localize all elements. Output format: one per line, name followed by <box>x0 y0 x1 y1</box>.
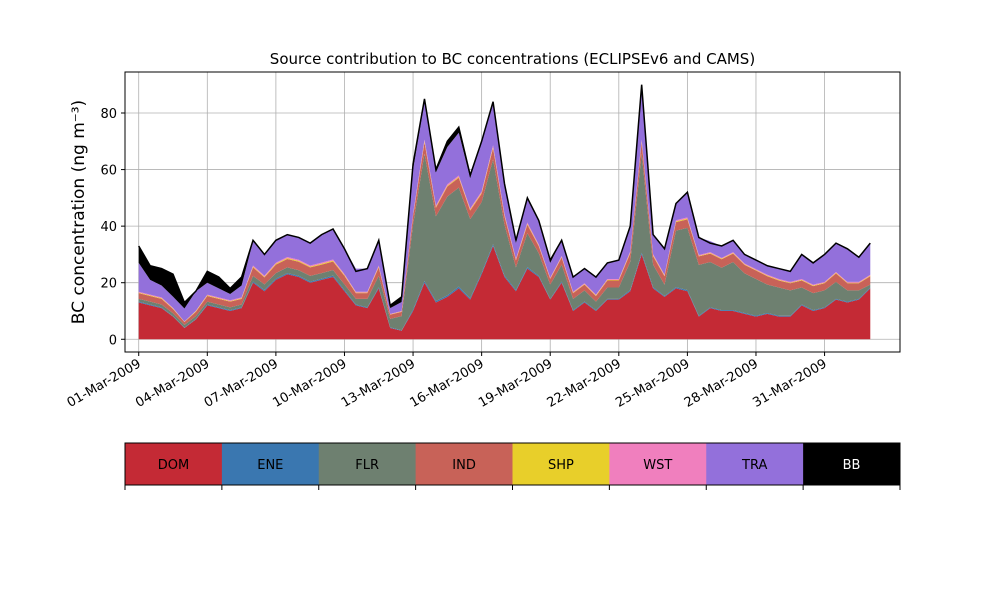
x-tick-label: 16-Mar-2009 <box>408 356 487 410</box>
y-tick-label: 80 <box>100 107 117 122</box>
legend-label-dom: DOM <box>158 458 189 473</box>
legend-swatch-wst <box>609 443 707 485</box>
x-tick-label: 04-Mar-2009 <box>133 356 212 410</box>
y-axis-label: BC concentration (ng m⁻³) <box>69 100 89 324</box>
legend-swatch-flr <box>318 443 417 485</box>
legend-label-ene: ENE <box>257 458 283 473</box>
legend-swatch-tra <box>706 443 804 485</box>
y-tick-label: 60 <box>100 164 117 179</box>
total-line <box>138 84 871 307</box>
legend-label-wst: WST <box>643 458 672 473</box>
legend-label-flr: FLR <box>355 458 379 473</box>
legend-label-shp: SHP <box>548 458 574 473</box>
x-tick-label: 07-Mar-2009 <box>202 356 281 410</box>
x-tick-label: 28-Mar-2009 <box>682 356 761 410</box>
legend-swatch-bb <box>803 443 901 485</box>
x-tick-label: 10-Mar-2009 <box>270 356 349 410</box>
area-tra <box>138 87 871 322</box>
chart-title: Source contribution to BC concentrations… <box>270 50 755 68</box>
legend-label-ind: IND <box>452 458 476 473</box>
x-tick-label: 01-Mar-2009 <box>65 356 144 410</box>
x-tick-label: 13-Mar-2009 <box>339 356 418 410</box>
legend-swatch-ind <box>415 443 513 485</box>
area-flr <box>138 153 871 331</box>
legend-label-tra: TRA <box>741 458 767 473</box>
legend-swatch-ene <box>221 443 320 485</box>
stacked-areas <box>138 84 871 340</box>
x-tick-label: 31-Mar-2009 <box>750 356 829 410</box>
plot-frame <box>124 71 901 353</box>
legend-colorbar: DOM ENE FLR IND SHP WST TRA BB <box>124 442 901 490</box>
x-tick-label: 25-Mar-2009 <box>613 356 692 410</box>
legend-swatch-shp <box>512 443 610 485</box>
y-tick-label: 0 <box>109 333 117 348</box>
x-tick-label: 22-Mar-2009 <box>545 356 624 410</box>
y-tick-label: 20 <box>100 277 117 292</box>
x-tick-label: 19-Mar-2009 <box>476 356 555 410</box>
area-dom <box>138 245 871 340</box>
legend-label-bb: BB <box>843 458 861 473</box>
legend-swatch-dom <box>125 443 223 485</box>
y-tick-label: 40 <box>100 220 117 235</box>
